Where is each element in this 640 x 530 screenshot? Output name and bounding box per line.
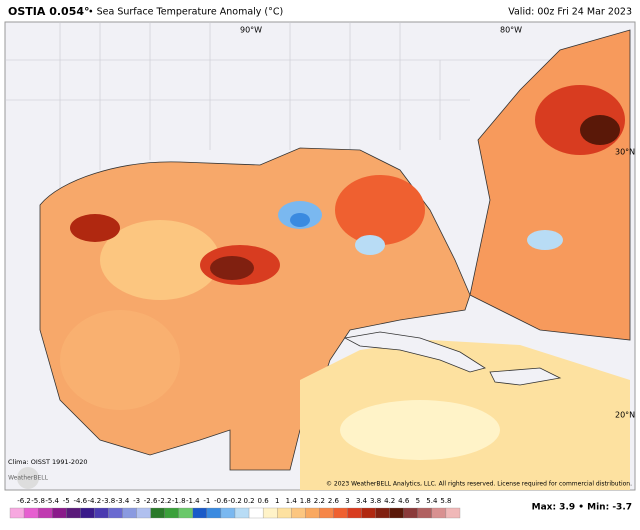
colorbar-label: 3.8 [370, 497, 381, 505]
borders [5, 22, 630, 200]
colorbar-swatch [80, 507, 95, 519]
lon-label: 80°W [500, 26, 522, 35]
lon-label: 90°W [240, 26, 262, 35]
colorbar-label: -2.2 [158, 497, 172, 505]
colorbar-label: 1.8 [300, 497, 311, 505]
colorbar-label: -4.2 [88, 497, 102, 505]
colorbar-swatch [347, 507, 362, 519]
colorbar-swatch [66, 507, 81, 519]
colorbar-swatch [248, 507, 264, 519]
colorbar-swatch [122, 507, 137, 519]
colorbar-swatch [108, 507, 123, 519]
colorbar-swatch [192, 507, 208, 519]
colorbar-label: -0.2 [228, 497, 242, 505]
colorbar-label: 2.6 [328, 497, 340, 505]
colorbar-swatch [150, 507, 165, 519]
colorbar-swatch [262, 507, 278, 519]
subtitle: • Sea Surface Temperature Anomaly (°C) [88, 7, 283, 18]
colorbar-swatch [375, 507, 390, 519]
colorbar-label: -5.8 [31, 497, 45, 505]
colorbar-swatch [94, 507, 109, 519]
colorbar: -6.2 -5.8 -5.4 -5 -4.6 -4.2 -3.8 -3.4 -3 -2.6 -2.2… [9, 497, 461, 519]
colorbar-swatch [52, 507, 67, 519]
hispaniola [489, 367, 562, 386]
colorbar-label: 3.4 [356, 497, 368, 505]
colorbar-swatch [37, 507, 53, 519]
max-min: Max: 3.9 • Min: -3.7 [532, 503, 632, 513]
colorbar-label: 2.2 [314, 497, 325, 505]
colorbar-swatch [291, 507, 306, 519]
colorbar-swatch [136, 507, 151, 519]
colorbar-swatch [361, 507, 376, 519]
colorbar-swatch [431, 507, 447, 519]
colorbar-swatch [178, 507, 193, 519]
colorbar-swatch [23, 507, 39, 519]
colorbar-swatch [319, 507, 334, 519]
colorbar-swatch [234, 507, 250, 519]
colorbar-swatch [9, 507, 25, 519]
colorbar-label: 0.2 [243, 497, 254, 505]
colorbar-swatch [305, 507, 320, 519]
colorbar-swatch [277, 507, 292, 519]
lat-label: 20°N [615, 411, 635, 420]
colorbar-label: -5 [63, 497, 70, 505]
cuba [343, 331, 486, 373]
colorbar-label: 1 [275, 497, 279, 505]
valid-time: Valid: 00z Fri 24 Mar 2023 [508, 7, 632, 18]
colorbar-swatch [417, 507, 433, 519]
colorbar-swatch [220, 507, 236, 519]
colorbar-swatch [389, 507, 404, 519]
colorbar-label: -1 [203, 497, 210, 505]
colorbar-label: -3.4 [116, 497, 130, 505]
colorbar-label: 5.4 [426, 497, 438, 505]
clima-note: Clima: OISST 1991-2020 [8, 458, 87, 466]
colorbar-swatch [403, 507, 418, 519]
colorbar-swatch [206, 507, 222, 519]
colorbar-label: -3.8 [102, 497, 116, 505]
colorbar-label: -0.6 [214, 497, 228, 505]
colorbar-label: 1.4 [286, 497, 298, 505]
anomaly-patches [60, 85, 625, 460]
colorbar-label: -1.8 [172, 497, 186, 505]
colorbar-label: -2.6 [144, 497, 158, 505]
colorbar-label: 5.8 [440, 497, 451, 505]
logo-icon [17, 467, 39, 489]
colorbar-label: -5.4 [45, 497, 59, 505]
colorbar-swatch [333, 507, 348, 519]
colorbar-label: -4.6 [73, 497, 87, 505]
colorbar-label: -3 [133, 497, 140, 505]
colorbar-label: 4.6 [398, 497, 410, 505]
colorbar-label: 3 [345, 497, 349, 505]
copyright: © 2023 WeatherBELL Analytics, LLC. All r… [326, 481, 632, 488]
colorbar-label: -1.4 [186, 497, 200, 505]
lat-label: 30°N [615, 148, 635, 157]
colorbar-label: -6.2 [17, 497, 31, 505]
colorbar-label: 5 [416, 497, 420, 505]
colorbar-swatch [445, 507, 461, 519]
colorbar-label: 4.2 [384, 497, 395, 505]
map: 90°W 80°W 30°N 20°N Clima: OISST 1991-20… [4, 21, 636, 491]
logo-text: WeatherBELL [8, 475, 49, 482]
colorbar-swatch [164, 507, 179, 519]
colorbar-label: 0.6 [258, 497, 270, 505]
title: OSTIA 0.054° [8, 5, 90, 18]
